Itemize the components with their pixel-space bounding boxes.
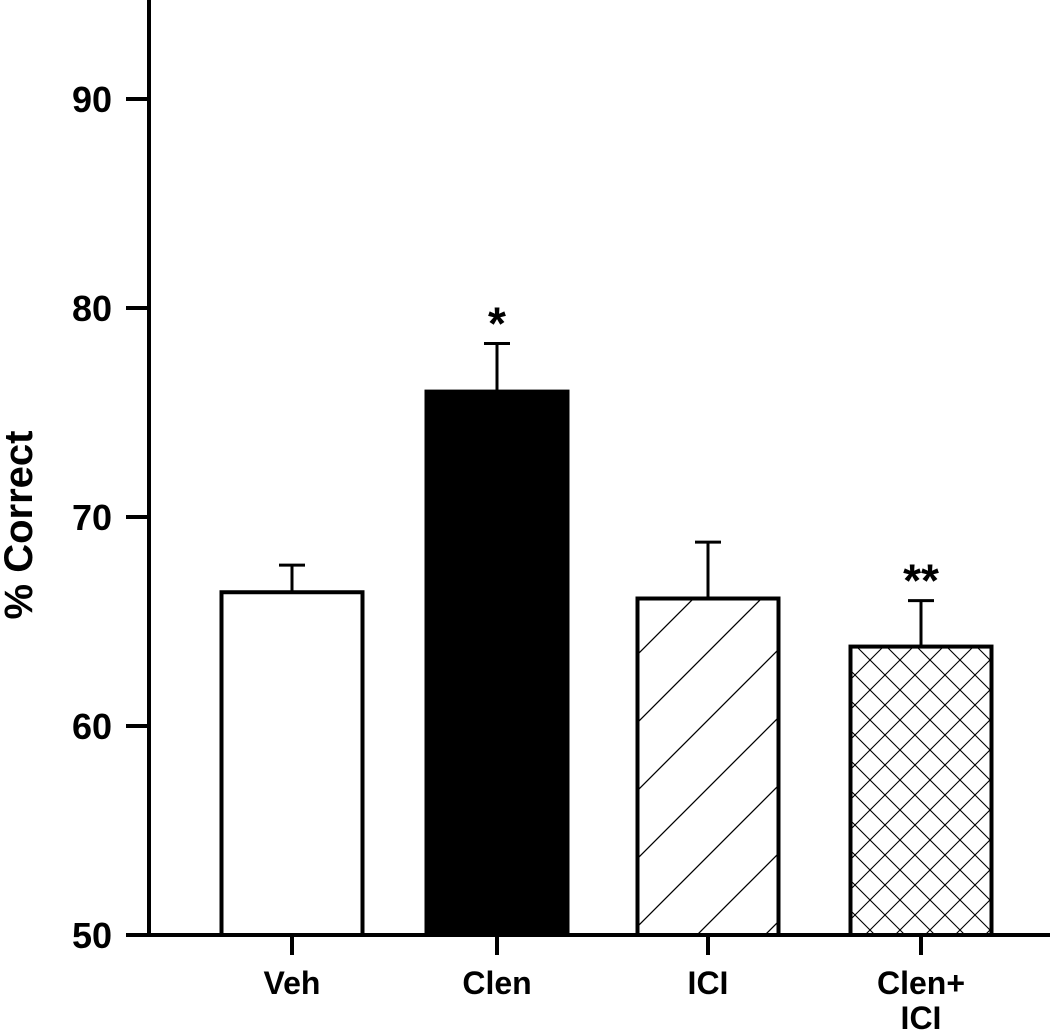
x-tick-label: ICI [688,965,729,1001]
y-axis-title: % Correct [0,431,41,620]
y-tick-label: 80 [72,288,112,329]
y-tick-label: 50 [72,915,112,956]
x-ticks-group: Veh Clen ICI Clen+ ICI [264,935,965,1032]
bar [219,590,365,937]
y-tick-label: 60 [72,706,112,747]
y-tick-label: 70 [72,497,112,538]
bar [848,644,994,938]
bars-group: *** [219,298,994,938]
y-tick-label: 90 [72,79,112,120]
x-tick-label: Veh [264,965,321,1001]
x-tick-label: Clen+ ICI [877,965,965,1032]
significance-marker: * [488,298,506,350]
x-tick-label: Clen [462,965,531,1001]
bar [635,596,781,937]
significance-marker: ** [903,555,939,607]
bar [424,389,570,938]
y-ticks-group: 50 60 70 80 90 [72,79,149,956]
